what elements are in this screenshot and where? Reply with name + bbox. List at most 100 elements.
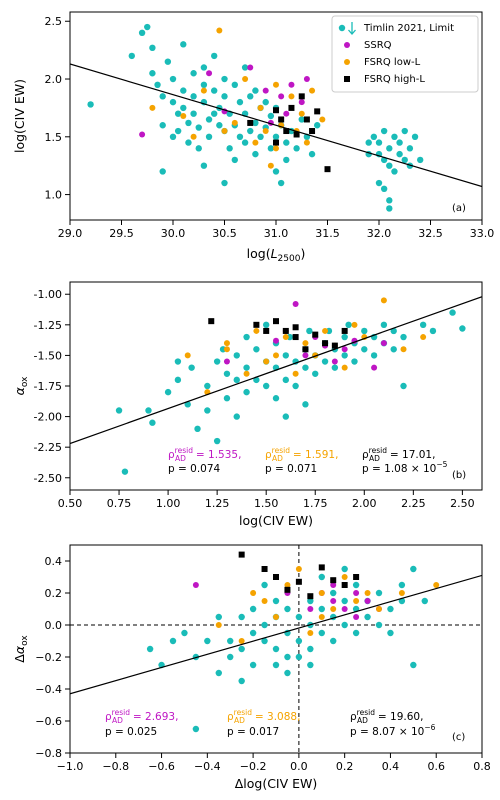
data-point [216,27,223,34]
data-point [303,76,310,83]
x-tick-label: 2.50 [450,497,475,510]
data-point [249,629,257,637]
data-point [391,133,398,140]
x-tick-label: 31.5 [315,227,340,240]
data-point [380,340,387,347]
data-point [227,637,234,645]
data-point [345,321,352,329]
data-point [283,156,290,164]
data-point [257,104,264,111]
data-point [192,725,200,733]
data-point [283,110,290,117]
panel-a-xlabel: log(L2500) [247,246,306,264]
data-point [194,425,201,433]
data-point [169,637,177,645]
x-tick-label: 32.5 [418,227,443,240]
data-point [284,605,291,613]
legend-timlin-label: Timlin 2021, Limit [363,23,454,34]
annotation-b-all-p: p = 1.08 × 10−5 [362,460,448,475]
data-point [247,64,254,71]
data-point [361,346,368,353]
data-point [238,645,245,653]
data-point [293,131,300,138]
legend-timlin-arrow-icon [348,22,356,35]
data-point [273,574,279,580]
data-point [330,582,337,588]
data-point [238,613,245,621]
data-point [87,101,94,108]
data-point [208,318,215,325]
data-point [267,145,275,152]
x-tick-label: −1.0 [57,760,84,773]
data-point [226,145,233,152]
data-point [380,185,388,192]
data-point [149,419,156,426]
data-point [267,112,275,120]
data-point [273,337,279,344]
data-point [353,574,360,580]
data-point [253,321,260,328]
annotation-c-fsrq-rho: ρresid AD = 3.088, [227,708,300,725]
data-point [213,358,221,365]
data-point [188,364,195,371]
data-point [233,352,240,359]
data-point [231,156,238,164]
data-point [341,333,348,341]
data-point [261,581,268,589]
data-point [261,598,268,604]
data-point [236,98,244,106]
x-tick-label: 0.4 [382,760,400,773]
data-point [410,565,417,573]
data-point [282,334,289,341]
data-point [149,44,156,52]
data-point [318,590,325,596]
y-tick-label: -1.75 [34,380,62,393]
x-tick-label: 32.0 [367,227,392,240]
data-point [419,321,427,329]
data-point [303,139,310,146]
data-point [252,150,259,158]
x-tick-label: 0.75 [107,497,132,510]
data-point [252,119,259,127]
data-point [233,376,240,384]
data-point [282,327,289,334]
data-point [272,168,280,175]
x-tick-label: 1.25 [205,497,230,510]
legend-box [331,15,479,93]
data-point [184,352,191,359]
data-point [298,99,305,106]
data-point [380,297,387,304]
data-point [273,81,279,88]
data-point [284,653,291,661]
data-point [433,582,440,588]
data-point [318,573,325,581]
data-point [263,358,270,365]
data-point [223,358,230,365]
data-point [351,321,358,328]
data-point [121,468,129,475]
data-point [242,76,249,83]
data-point [390,346,397,353]
data-point [318,629,325,637]
data-point [223,340,230,347]
panel-b: 0.50 0.75 1.00 1.25 1.50 1.75 2.00 2.25 2.50 -1.0… [12,281,483,528]
panel-c-points [70,545,482,753]
data-point [223,370,231,377]
data-point [205,133,213,140]
x-tick-label: 2.25 [401,497,426,510]
data-point [321,358,329,365]
data-point [371,364,378,371]
data-point [253,346,260,353]
y-tick-label: 0.4 [45,555,63,568]
data-point [231,81,238,89]
data-point [257,133,264,140]
data-point [284,586,291,593]
data-point [238,638,245,644]
data-point [146,645,154,653]
y-tick-label: 2.5 [45,15,63,28]
annotation-b-ssrq-rho: ρresid AD = 1.535, [168,446,241,463]
data-point [211,110,218,117]
data-point [278,93,285,100]
data-point [262,321,270,329]
data-point [221,128,228,135]
